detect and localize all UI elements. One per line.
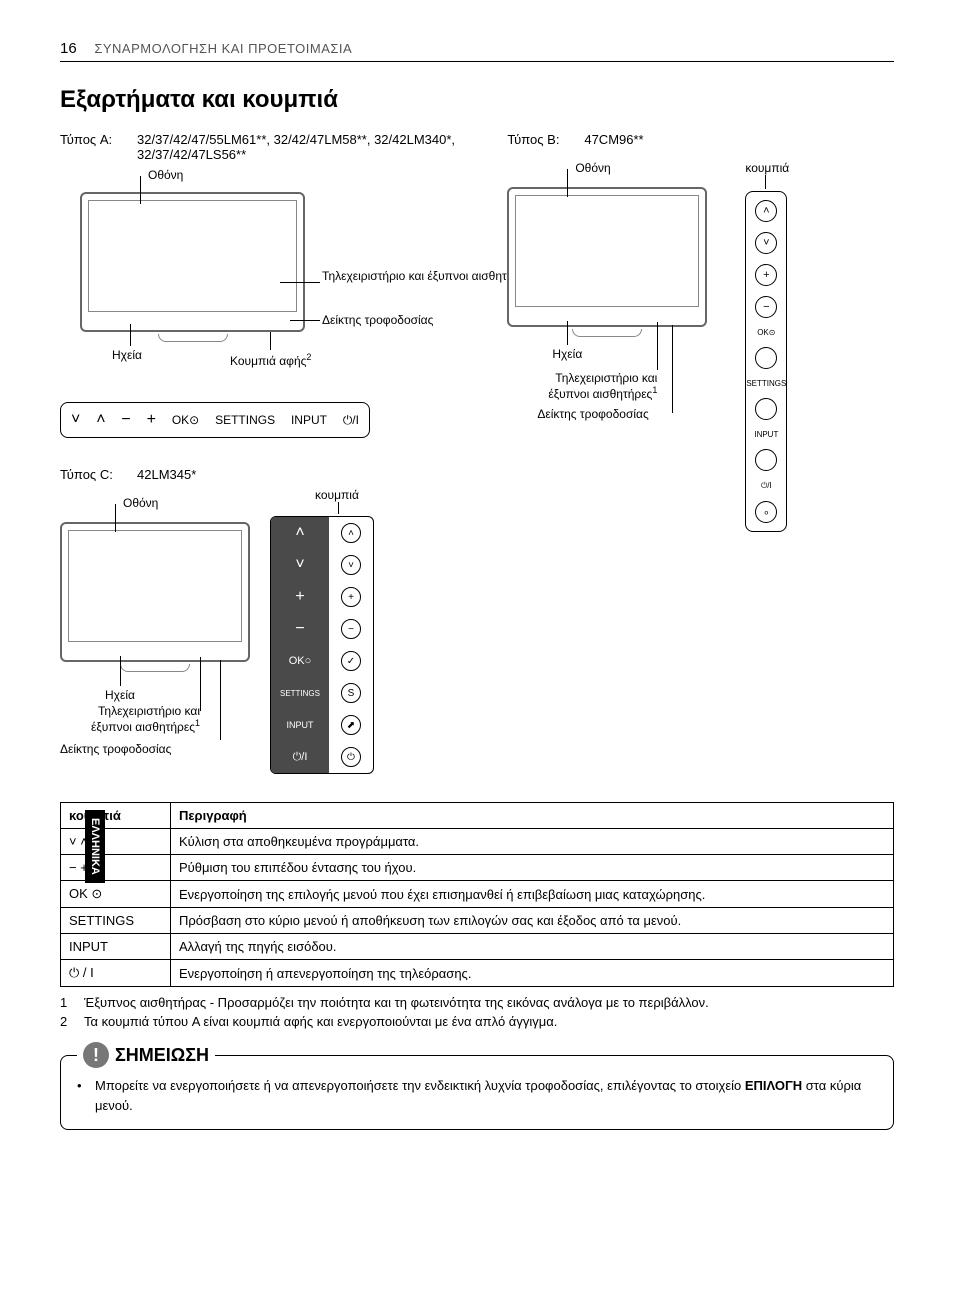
btn-minus-dark: − (271, 613, 329, 645)
type-a-block: Τύπος A: 32/37/42/47/55LM61**, 32/42/47L… (60, 132, 487, 447)
btn-settings-circ: S (341, 683, 361, 703)
btn-power-label: ⏻/I (761, 481, 772, 491)
btn-ok-circ: ✓ (341, 651, 361, 671)
info-icon: ! (83, 1042, 109, 1068)
btn-plus-circ: + (341, 587, 361, 607)
label-power-c: Δείκτης τροφοδοσίας (60, 742, 171, 756)
btn-plus-icon: + (755, 264, 777, 286)
btn-input-circ: ⬈ (341, 715, 361, 735)
label-screen-a: Οθόνη (148, 168, 183, 182)
btn-input-icon (755, 449, 777, 471)
button-column-c: ˄ ˄ ˅ ˅ + + −− OK ○ ✓ SETTINGS S INPUT ⬈ ⏻/I ⏻ (270, 516, 374, 774)
btn-minus-icon: − (121, 411, 130, 429)
type-a-models: 32/37/42/47/55LM61**, 32/42/47LM58**, 32… (137, 132, 487, 162)
table-row: − +Ρύθμιση του επιπέδου έντασης του ήχου… (61, 855, 894, 881)
btn-ok-dark: OK ○ (271, 645, 329, 677)
type-c-models: 42LM345* (137, 467, 196, 482)
types-row-1: Τύπος A: 32/37/42/47/55LM61**, 32/42/47L… (60, 132, 894, 447)
note-item: • Μπορείτε να ενεργοποιήσετε ή να απενερ… (77, 1076, 877, 1115)
btn-power-icon: ∘ (755, 501, 777, 523)
btn-up-icon: ˄ (755, 200, 777, 222)
btn-down-circ: ˅ (341, 555, 361, 575)
note-title: ! ΣΗΜΕΙΩΣΗ (77, 1042, 215, 1068)
label-buttons-b: κουμπιά (745, 161, 789, 175)
btn-minus-icon: − (755, 296, 777, 318)
label-remote-c: Τηλεχειριστήριο και έξυπνοι αισθητήρες1 (60, 704, 200, 734)
btn-up-icon: ˄ (96, 411, 105, 429)
label-remote-a: Τηλεχειριστήριο και έξυπνοι αισθητήρες1 (322, 267, 536, 283)
btn-down-icon: ˅ (71, 411, 80, 429)
label-touchbtns-a: Κουμπιά αφής2 (230, 352, 311, 368)
table-row: ⏻ / IΕνεργοποίηση ή απενεργοποίηση της τ… (61, 960, 894, 987)
btn-ok-label: OK⊙ (757, 328, 775, 337)
type-c-tag: Τύπος C: (60, 467, 125, 482)
btn-settings-label: SETTINGS (746, 379, 786, 388)
btn-settings-dark: SETTINGS (271, 677, 329, 709)
language-side-tab: ΕΛΛΗΝΙΚΑ (85, 810, 105, 883)
btn-plus-icon: + (147, 411, 156, 429)
btn-up-dark: ˄ (271, 517, 329, 549)
btn-settings-icon (755, 398, 777, 420)
note-box: ! ΣΗΜΕΙΩΣΗ • Μπορείτε να ενεργοποιήσετε … (60, 1055, 894, 1130)
btn-ok-label: OK⊙ (172, 413, 199, 427)
btn-input-label: INPUT (291, 413, 327, 427)
btn-input-dark: INPUT (271, 709, 329, 741)
th-desc: Περιγραφή (171, 803, 894, 829)
btn-up-circ: ˄ (341, 523, 361, 543)
btn-plus-dark: + (271, 581, 329, 613)
label-speakers-b: Ηχεία (552, 347, 582, 361)
btn-input-label: INPUT (754, 430, 778, 439)
btn-power-dark: ⏻/I (271, 741, 329, 773)
label-power-b: Δείκτης τροφοδοσίας (537, 407, 648, 421)
label-screen-b: Οθόνη (575, 161, 610, 175)
touch-button-bar: ˅ ˄ − + OK⊙ SETTINGS INPUT ⏻/I (60, 402, 370, 438)
page-header: 16 ΣΥΝΑΡΜΟΛΟΓΗΣΗ ΚΑΙ ΠΡΟΕΤΟΙΜΑΣΙΑ (60, 40, 894, 62)
type-a-tag: Τύπος A: (60, 132, 125, 162)
footnotes: 1 Έξυπνος αισθητήρας - Προσαρμόζει την π… (60, 995, 894, 1029)
button-column-b: ˄ ˅ + − OK⊙ SETTINGS INPUT ⏻/I ∘ (745, 191, 787, 532)
page-number: 16 (60, 40, 77, 57)
page-title: Εξαρτήματα και κουμπιά (60, 86, 894, 114)
footnote-1: 1 Έξυπνος αισθητήρας - Προσαρμόζει την π… (60, 995, 894, 1010)
btn-power-icon: ⏻/I (343, 413, 359, 428)
table-row: ˅ ˄Κύλιση στα αποθηκευμένα προγράμματα. (61, 829, 894, 855)
buttons-description-table: κουμπιά Περιγραφή ˅ ˄Κύλιση στα αποθηκευ… (60, 802, 894, 987)
btn-settings-label: SETTINGS (215, 413, 275, 427)
type-c-diagram: Οθόνη κουμπιά Ηχεία Τηλεχειριστήριο και … (60, 492, 477, 782)
btn-ok-icon (755, 347, 777, 369)
table-row: OK ⊙Ενεργοποίηση της επιλογής μενού που … (61, 881, 894, 908)
section-name: ΣΥΝΑΡΜΟΛΟΓΗΣΗ ΚΑΙ ΠΡΟΕΤΟΙΜΑΣΙΑ (94, 41, 352, 56)
footnote-2: 2 Τα κουμπιά τύπου A είναι κουμπιά αφής … (60, 1014, 894, 1029)
table-row: SETTINGSΠρόσβαση στο κύριο μενού ή αποθή… (61, 908, 894, 934)
label-buttons-c: κουμπιά (315, 488, 359, 502)
btn-power-circ: ⏻ (341, 747, 361, 767)
type-b-tag: Τύπος B: (507, 132, 572, 147)
btn-down-icon: ˅ (755, 232, 777, 254)
th-buttons: κουμπιά (61, 803, 171, 829)
label-power-a: Δείκτης τροφοδοσίας (322, 313, 433, 327)
type-b-diagram: Οθόνη κουμπιά Ηχεία Τηλεχειριστήριο και … (507, 157, 894, 447)
label-speakers-a: Ηχεία (112, 348, 142, 362)
type-a-diagram: Οθόνη Τηλεχειριστήριο και έξυπνοι αισθητ… (60, 172, 487, 392)
label-speakers-c: Ηχεία (105, 688, 135, 702)
table-row: INPUTΑλλαγή της πηγής εισόδου. (61, 934, 894, 960)
label-remote-b: Τηλεχειριστήριο και έξυπνοι αισθητήρες1 (527, 371, 657, 401)
btn-minus-circ: − (341, 619, 361, 639)
label-screen-c: Οθόνη (123, 496, 158, 510)
btn-down-dark: ˅ (271, 549, 329, 581)
type-b-models: 47CM96** (584, 132, 643, 147)
type-c-block: Τύπος C: 42LM345* Οθόνη κουμπιά Ηχεία Τη… (60, 467, 477, 782)
type-b-block: Τύπος B: 47CM96** Οθόνη κουμπιά Ηχεία Τη… (507, 132, 894, 447)
